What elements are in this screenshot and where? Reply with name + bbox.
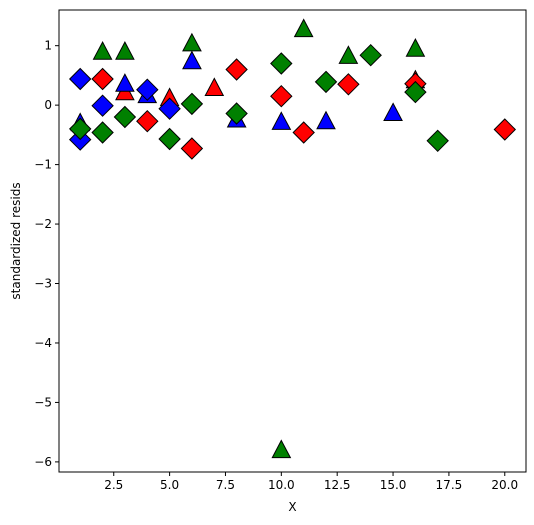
data-point-diamond: [270, 84, 293, 108]
data-point-diamond: [91, 67, 114, 91]
data-marks: [68, 18, 517, 459]
x-axis-label: X: [288, 500, 296, 514]
data-point-triangle: [338, 45, 359, 64]
x-tick-label: 10.0: [268, 478, 295, 492]
data-point-triangle: [316, 110, 336, 130]
data-point-diamond: [180, 137, 204, 160]
x-tick-label: 15.0: [380, 478, 407, 492]
data-point-diamond: [158, 127, 181, 151]
data-point-diamond: [314, 70, 338, 94]
data-point-triangle: [293, 18, 314, 38]
data-point-triangle: [405, 38, 426, 57]
data-point-diamond: [225, 58, 248, 81]
data-point-diamond: [136, 78, 159, 101]
data-point-diamond: [136, 109, 159, 133]
data-point-triangle: [182, 32, 202, 52]
data-point-diamond: [270, 52, 293, 75]
plot-area-frame: [58, 9, 527, 473]
x-tick-label: 7.5: [216, 478, 235, 492]
data-point-diamond: [359, 43, 382, 67]
data-point-triangle: [271, 439, 292, 459]
data-point-triangle: [182, 50, 202, 70]
data-point-diamond: [404, 80, 427, 104]
data-point-diamond: [91, 94, 114, 117]
x-tick-label: 5.0: [160, 478, 179, 492]
data-point-diamond: [337, 73, 360, 96]
y-tick-label: −2: [34, 217, 52, 231]
data-point-diamond: [158, 97, 181, 120]
data-point-diamond: [426, 129, 449, 153]
data-point-diamond: [68, 67, 92, 91]
data-point-triangle: [115, 73, 135, 92]
data-point-diamond: [225, 102, 248, 125]
data-point-triangle: [271, 111, 292, 130]
data-point-diamond: [292, 121, 315, 144]
y-tick-label: −4: [34, 336, 52, 350]
x-tick-label: 17.5: [436, 478, 463, 492]
data-point-triangle: [383, 102, 403, 121]
y-tick-label: −6: [34, 455, 52, 469]
data-point-triangle: [92, 41, 113, 60]
data-point-diamond: [113, 105, 137, 129]
y-axis-ticks: 1 0 −1 −2 −3 −4 −5 −6: [34, 39, 59, 469]
y-tick-label: −3: [34, 277, 52, 291]
y-tick-label: −1: [34, 158, 52, 172]
data-point-diamond: [180, 92, 204, 116]
x-axis-ticks: 2.5 5.0 7.5 10.0 12.5 15.0 17.5 20.0: [104, 472, 518, 492]
y-tick-label: 1: [44, 39, 52, 53]
x-tick-label: 20.0: [491, 478, 518, 492]
data-point-diamond: [91, 121, 114, 144]
data-point-diamond: [68, 117, 92, 141]
data-point-triangle: [115, 41, 135, 60]
y-tick-label: 0: [44, 98, 52, 112]
data-point-diamond: [493, 118, 517, 141]
y-tick-label: −5: [34, 395, 52, 409]
x-tick-label: 12.5: [324, 478, 351, 492]
data-point-triangle: [204, 77, 225, 96]
y-axis-label: standardized resids: [9, 182, 23, 299]
x-tick-label: 2.5: [104, 478, 123, 492]
